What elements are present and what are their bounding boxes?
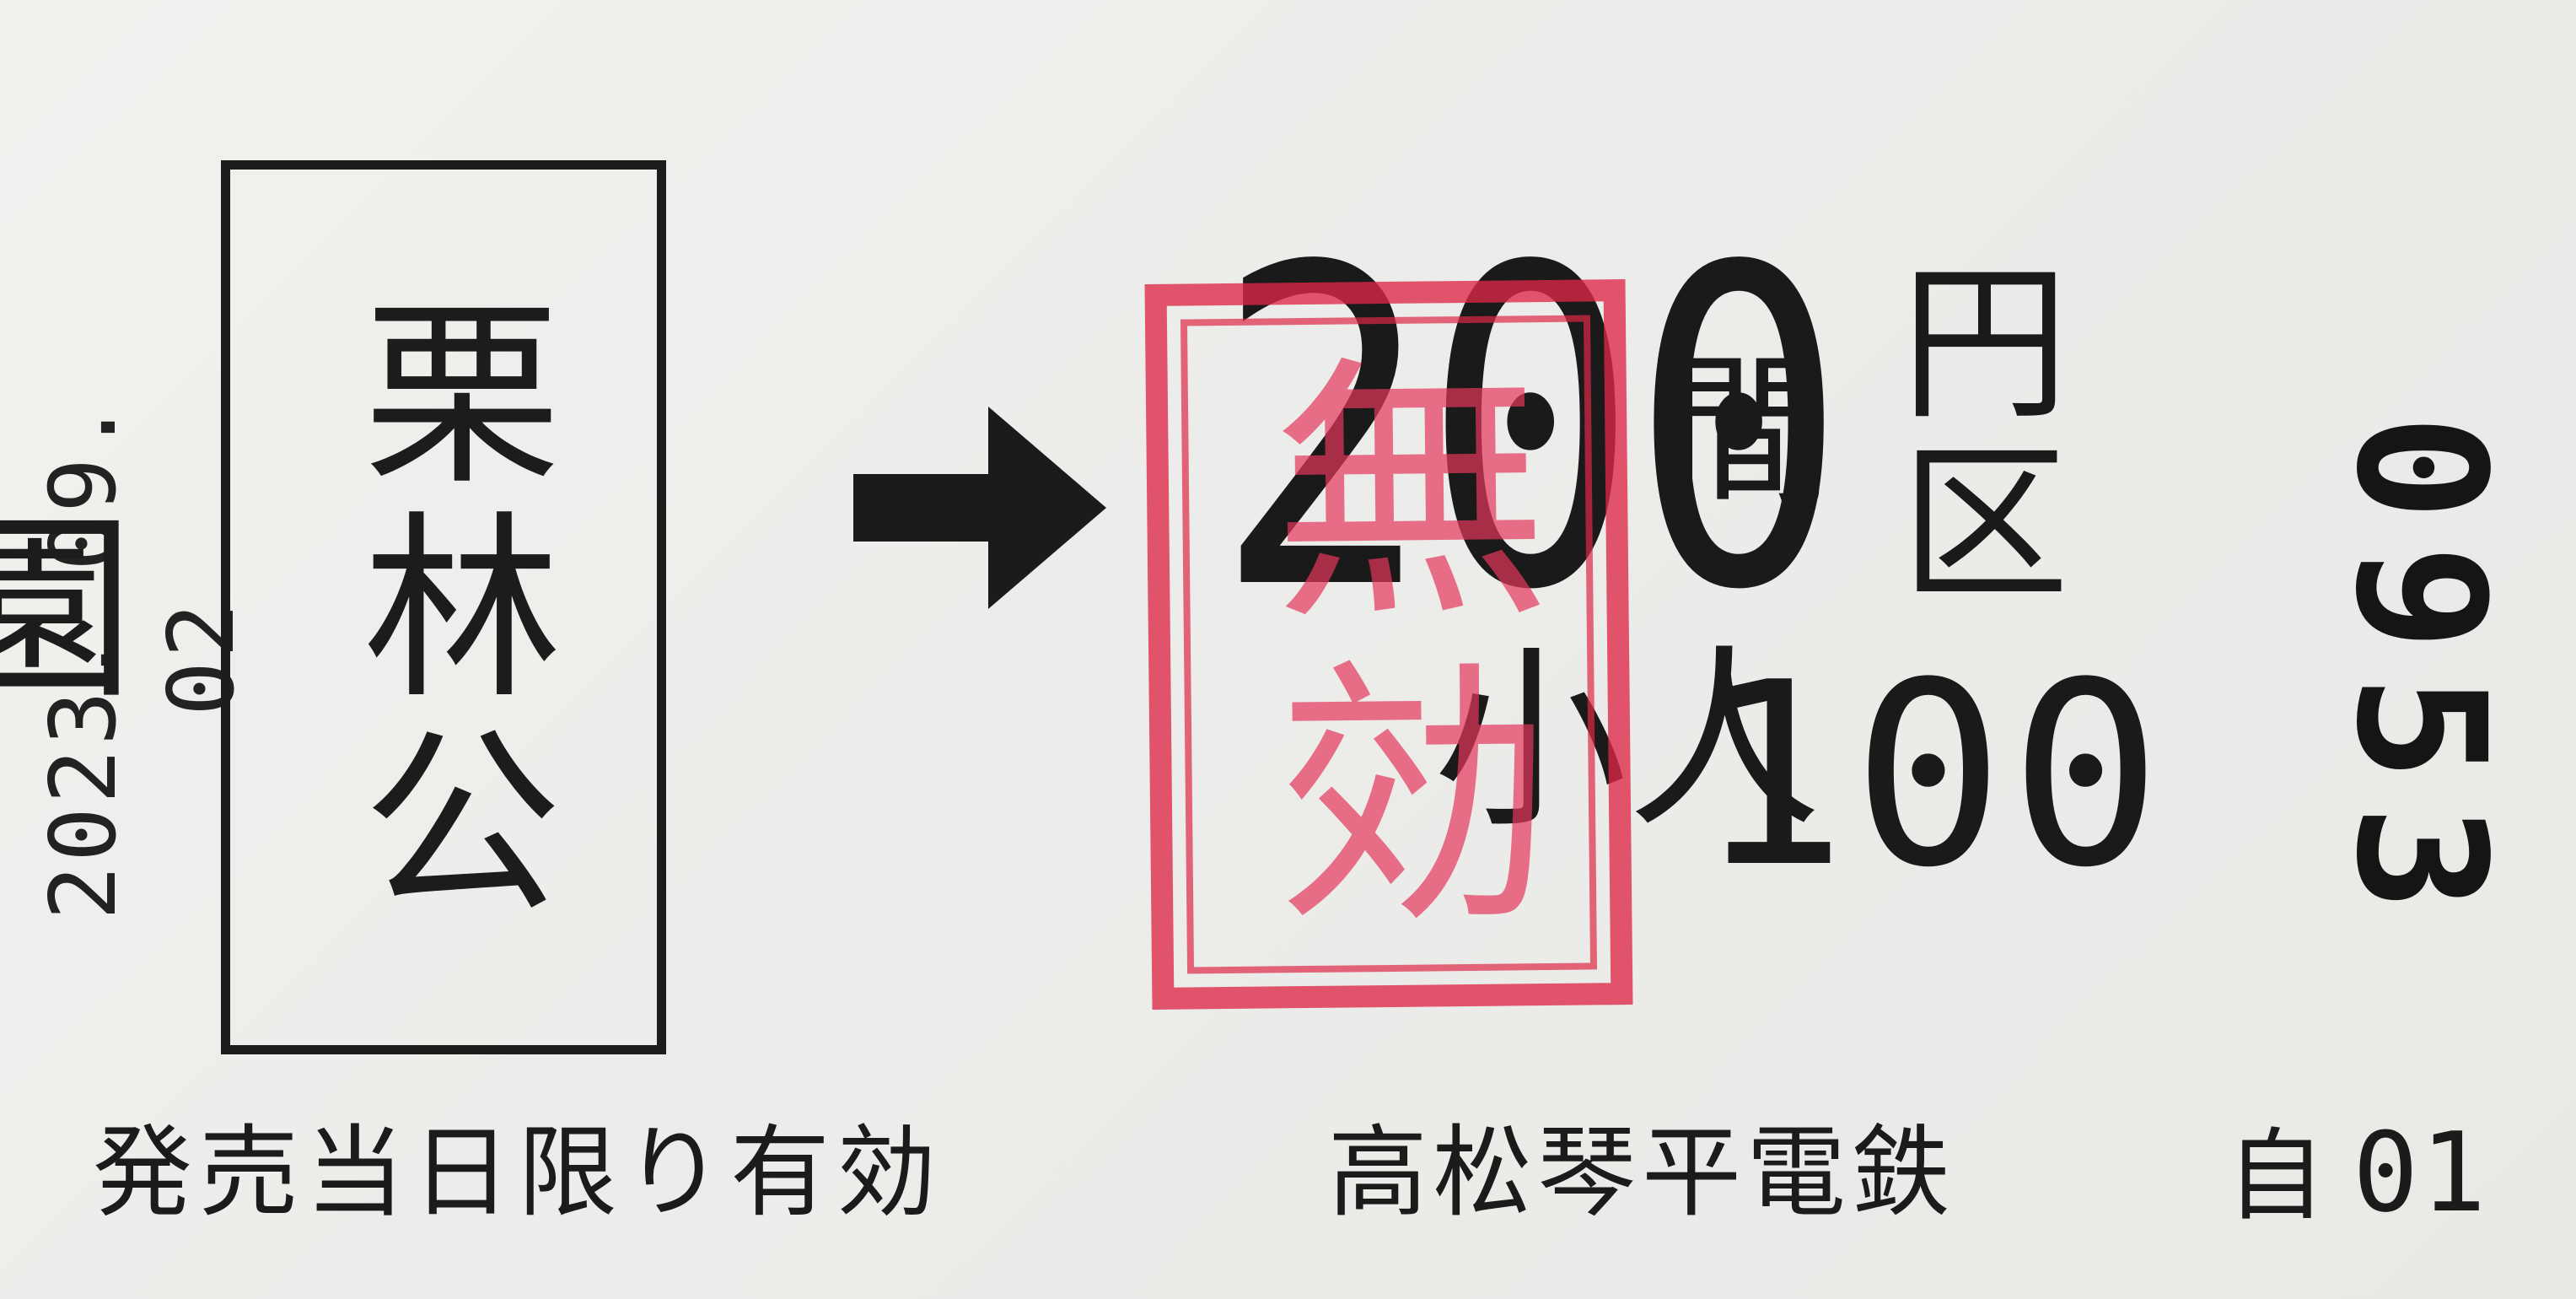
machine-prefix: 自 [2226,1118,2328,1234]
departure-station-box: 栗林公園 [0,160,666,1054]
fare-amount: 200 [1214,175,1847,686]
child-fare-label: 小人 [1433,629,1822,854]
validity-note: 発売当日限り有効 [93,1114,944,1231]
railway-company: 高松琴平電鉄 [1328,1114,1956,1231]
right-arrow-icon [853,407,1106,609]
void-stamp: 無効 [1144,279,1633,1010]
departure-station-name: 栗林公園 [0,289,560,932]
machine-number: 01 [2353,1108,2488,1237]
machine-id: 自 01 [2226,1097,2488,1248]
child-fare-amount: 100 [1695,628,2167,923]
void-stamp-text: 無効 [1223,344,1553,956]
fare-unit-zone: 円区間 [1635,254,2068,615]
serial-number: 0953 [2317,414,2524,935]
